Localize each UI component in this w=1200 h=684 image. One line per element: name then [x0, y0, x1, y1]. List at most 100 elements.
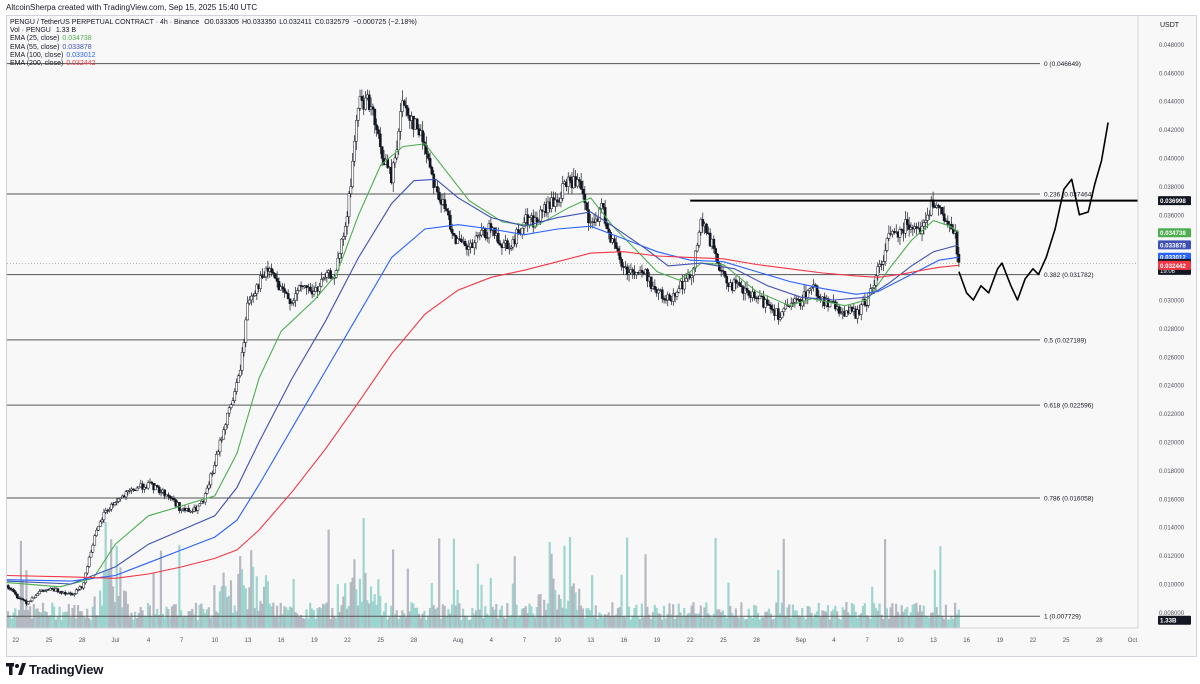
ema-line	[7, 178, 960, 585]
candle-body	[426, 153, 430, 159]
volume-bar	[145, 615, 148, 628]
volume-bar	[229, 580, 233, 628]
volume-bar	[950, 616, 953, 628]
candle-body	[780, 311, 784, 318]
volume-bar	[408, 611, 411, 628]
candle-body	[474, 235, 478, 244]
candle-body	[371, 106, 375, 110]
volume-bar	[620, 574, 623, 628]
legend-volume-row[interactable]: Vol · PENGU 1.33 B	[10, 27, 417, 35]
candle-body	[380, 146, 384, 159]
volume-bar	[532, 613, 535, 628]
volume-bar	[264, 575, 268, 628]
volume-bar	[668, 603, 671, 628]
volume-bar	[867, 617, 870, 628]
candle-body	[793, 298, 797, 303]
volume-bar	[62, 612, 65, 628]
volume-bar	[836, 611, 839, 628]
volume-bar	[16, 615, 19, 628]
volume-bar	[462, 608, 465, 628]
volume-bar	[38, 611, 41, 628]
x-tick-label: 22	[1030, 638, 1037, 644]
volume-bar	[758, 619, 761, 628]
volume-bar	[591, 575, 594, 628]
volume-bar	[893, 616, 896, 628]
volume-bar	[279, 602, 282, 628]
x-tick-label: 22	[687, 638, 694, 644]
candle-body	[765, 299, 769, 305]
volume-bar	[880, 614, 883, 628]
candle-body	[660, 289, 664, 299]
volume-bar	[924, 615, 927, 628]
candle-body	[89, 551, 93, 558]
volume-bar	[740, 602, 743, 628]
fib-level-label: 0.5 (0.027189)	[1044, 337, 1086, 344]
candle-body	[21, 598, 25, 601]
volume-bar	[535, 607, 538, 628]
volume-bar	[797, 615, 800, 628]
candle-body	[828, 301, 832, 308]
y-tick-label: 0.046000	[1159, 71, 1185, 77]
ema-value: 0.034738	[62, 35, 92, 43]
volume-bar	[349, 582, 352, 628]
candle-body	[297, 285, 301, 291]
candle-layer	[7, 89, 961, 606]
candle-body	[255, 284, 259, 294]
volume-bar	[734, 608, 737, 628]
volume-bar	[404, 617, 408, 628]
candle-body	[509, 246, 513, 249]
candle-body	[305, 285, 308, 288]
volume-bar	[799, 616, 802, 628]
candle-body	[740, 285, 743, 288]
volume-bar	[646, 606, 649, 628]
chart-frame[interactable]	[6, 15, 1197, 657]
candle-body	[28, 600, 32, 602]
volume-bar	[272, 602, 275, 628]
volume-bar	[828, 619, 831, 628]
volume-bar	[189, 611, 192, 628]
candle-body	[618, 251, 622, 260]
volume-bar	[97, 615, 100, 628]
volume-bar	[825, 611, 828, 628]
ema-legend-row[interactable]: EMA (25, close) 0.034738	[10, 35, 417, 43]
ema-legend-row[interactable]: EMA (55, close) 0.033878	[10, 44, 417, 52]
volume-bar	[215, 611, 218, 628]
volume-bar	[49, 615, 52, 628]
x-tick-label: 16	[278, 638, 285, 644]
volume-bar	[395, 610, 398, 628]
y-tick-label: 0.008000	[1159, 611, 1185, 617]
volume-bar	[664, 618, 667, 628]
candle-body	[231, 400, 235, 406]
volume-bar	[360, 601, 363, 628]
volume-bar	[397, 619, 400, 628]
candle-body	[692, 267, 695, 276]
byline: AltcoinSherpa created with TradingView.c…	[6, 3, 258, 12]
candle-body	[791, 302, 795, 304]
volume-bar	[141, 610, 144, 628]
candle-body	[179, 509, 183, 511]
volume-bar	[178, 544, 181, 628]
ema-legend-row[interactable]: EMA (100, close) 0.033012	[10, 52, 417, 60]
volume-bar	[406, 568, 409, 628]
volume-bar	[41, 602, 45, 628]
volume-bar	[301, 618, 304, 628]
candle-body	[235, 382, 238, 392]
volume-bar	[561, 607, 564, 628]
volume-bar	[309, 602, 312, 628]
ema-legend-row[interactable]: EMA (200, close) 0.032442	[10, 60, 417, 68]
symbol-name[interactable]: PENGU / TetherUS PERPETUAL CONTRACT · 4h…	[10, 19, 200, 26]
volume-bar	[277, 615, 280, 628]
candle-body	[391, 162, 395, 184]
candle-body	[244, 319, 248, 343]
candle-body	[14, 591, 17, 595]
candle-body	[502, 242, 506, 248]
candle-body	[747, 290, 751, 296]
volume-bar	[414, 607, 417, 628]
volume-bar	[633, 608, 636, 628]
y-tick-label: 0.044000	[1159, 100, 1185, 106]
volume-bar	[539, 593, 542, 628]
volume-bar	[434, 609, 437, 628]
candle-body	[355, 120, 358, 142]
legend-symbol-row: PENGU / TetherUS PERPETUAL CONTRACT · 4h…	[10, 19, 417, 27]
